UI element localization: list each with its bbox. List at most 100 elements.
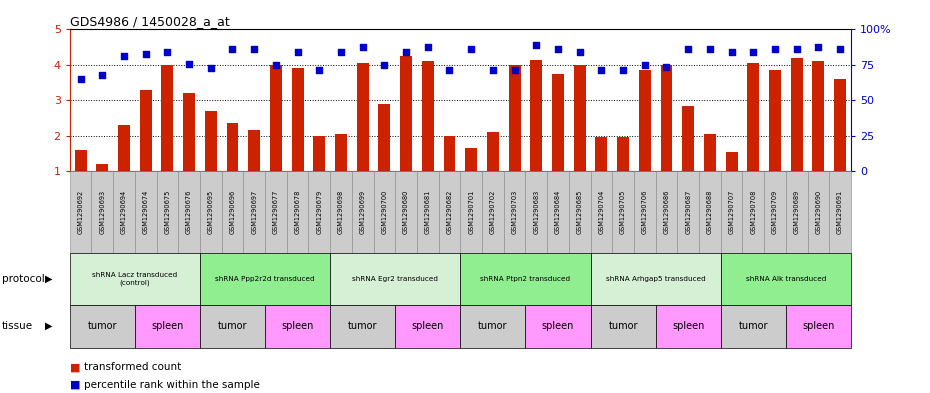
Text: GSM1290675: GSM1290675	[165, 190, 170, 234]
Text: GSM1290709: GSM1290709	[772, 190, 778, 234]
Bar	[552, 73, 564, 171]
Text: spleen: spleen	[542, 321, 574, 331]
Text: GSM1290686: GSM1290686	[663, 190, 670, 234]
Point	[659, 63, 674, 70]
Text: GSM1290708: GSM1290708	[751, 190, 756, 234]
Text: GSM1290676: GSM1290676	[186, 190, 193, 234]
Point	[312, 67, 326, 73]
Point	[290, 49, 305, 55]
Text: GSM1290704: GSM1290704	[598, 190, 604, 234]
Point	[616, 67, 631, 73]
Bar	[683, 105, 694, 171]
Point	[95, 72, 110, 79]
Text: GSM1290699: GSM1290699	[360, 190, 365, 234]
Point	[832, 46, 847, 52]
Point	[767, 46, 782, 52]
Text: GSM1290680: GSM1290680	[403, 190, 409, 234]
Text: GSM1290682: GSM1290682	[446, 190, 453, 234]
Bar	[379, 104, 391, 171]
Bar	[335, 134, 347, 171]
Point	[637, 62, 652, 68]
Text: GSM1290685: GSM1290685	[577, 190, 583, 234]
Point	[181, 61, 196, 68]
Text: GSM1290694: GSM1290694	[121, 190, 127, 234]
Text: GSM1290690: GSM1290690	[816, 190, 821, 234]
Bar	[595, 137, 607, 171]
Point	[225, 46, 240, 52]
Text: GSM1290696: GSM1290696	[230, 190, 235, 234]
Point	[551, 46, 565, 52]
Text: shRNA Ppp2r2d transduced: shRNA Ppp2r2d transduced	[215, 276, 315, 282]
Point	[572, 49, 587, 55]
Bar	[313, 136, 326, 171]
Bar	[574, 65, 586, 171]
Text: spleen: spleen	[412, 321, 444, 331]
Text: spleen: spleen	[152, 321, 183, 331]
Bar	[183, 93, 195, 171]
Text: GSM1290681: GSM1290681	[425, 190, 431, 234]
Text: GSM1290697: GSM1290697	[251, 190, 258, 234]
Bar	[487, 132, 498, 171]
Bar	[509, 65, 521, 171]
Point	[420, 44, 435, 50]
Text: shRNA Lacz transduced
(control): shRNA Lacz transduced (control)	[92, 272, 178, 286]
Text: GSM1290706: GSM1290706	[642, 190, 648, 234]
Bar	[400, 56, 412, 171]
Text: GSM1290688: GSM1290688	[707, 190, 713, 234]
Text: transformed count: transformed count	[84, 362, 181, 373]
Text: shRNA Ptpn2 transduced: shRNA Ptpn2 transduced	[481, 276, 570, 282]
Text: spleen: spleen	[672, 321, 704, 331]
Bar	[270, 65, 282, 171]
Text: GSM1290705: GSM1290705	[620, 190, 626, 234]
Text: ■: ■	[70, 380, 80, 390]
Bar	[292, 68, 303, 171]
Bar	[704, 134, 716, 171]
Text: GSM1290678: GSM1290678	[295, 190, 300, 234]
Bar	[769, 70, 781, 171]
Bar	[618, 137, 629, 171]
Point	[485, 67, 500, 73]
Bar	[790, 58, 803, 171]
Text: GSM1290687: GSM1290687	[685, 190, 691, 234]
Point	[355, 44, 370, 50]
Point	[594, 67, 609, 73]
Text: GSM1290693: GSM1290693	[100, 190, 105, 234]
Point	[269, 62, 284, 68]
Text: tumor: tumor	[478, 321, 508, 331]
Text: GSM1290698: GSM1290698	[338, 190, 344, 234]
Point	[204, 65, 219, 72]
Text: spleen: spleen	[803, 321, 834, 331]
Text: shRNA Arhgap5 transduced: shRNA Arhgap5 transduced	[605, 276, 706, 282]
Text: GSM1290700: GSM1290700	[381, 190, 388, 234]
Point	[507, 67, 522, 73]
Text: tumor: tumor	[87, 321, 117, 331]
Text: tumor: tumor	[218, 321, 247, 331]
Text: ■: ■	[70, 362, 80, 373]
Bar	[97, 164, 108, 171]
Text: GSM1290695: GSM1290695	[207, 190, 214, 234]
Point	[724, 49, 739, 55]
Bar	[813, 61, 824, 171]
Text: shRNA Alk transduced: shRNA Alk transduced	[746, 276, 826, 282]
Bar	[639, 70, 651, 171]
Text: tumor: tumor	[348, 321, 378, 331]
Text: shRNA Egr2 transduced: shRNA Egr2 transduced	[352, 276, 438, 282]
Point	[442, 67, 457, 73]
Bar	[162, 65, 173, 171]
Text: ▶: ▶	[45, 274, 52, 284]
Text: GSM1290701: GSM1290701	[468, 190, 474, 234]
Text: GSM1290703: GSM1290703	[512, 190, 518, 234]
Text: GSM1290677: GSM1290677	[272, 190, 279, 234]
Point	[681, 46, 696, 52]
Text: GSM1290684: GSM1290684	[555, 190, 561, 234]
Point	[790, 46, 804, 52]
Text: ▶: ▶	[45, 321, 52, 331]
Text: GSM1290692: GSM1290692	[77, 190, 84, 234]
Bar	[725, 151, 737, 171]
Text: GSM1290689: GSM1290689	[793, 190, 800, 234]
Bar	[74, 150, 86, 171]
Bar	[422, 61, 433, 171]
Text: GSM1290707: GSM1290707	[728, 190, 735, 234]
Point	[116, 53, 131, 59]
Point	[399, 49, 414, 55]
